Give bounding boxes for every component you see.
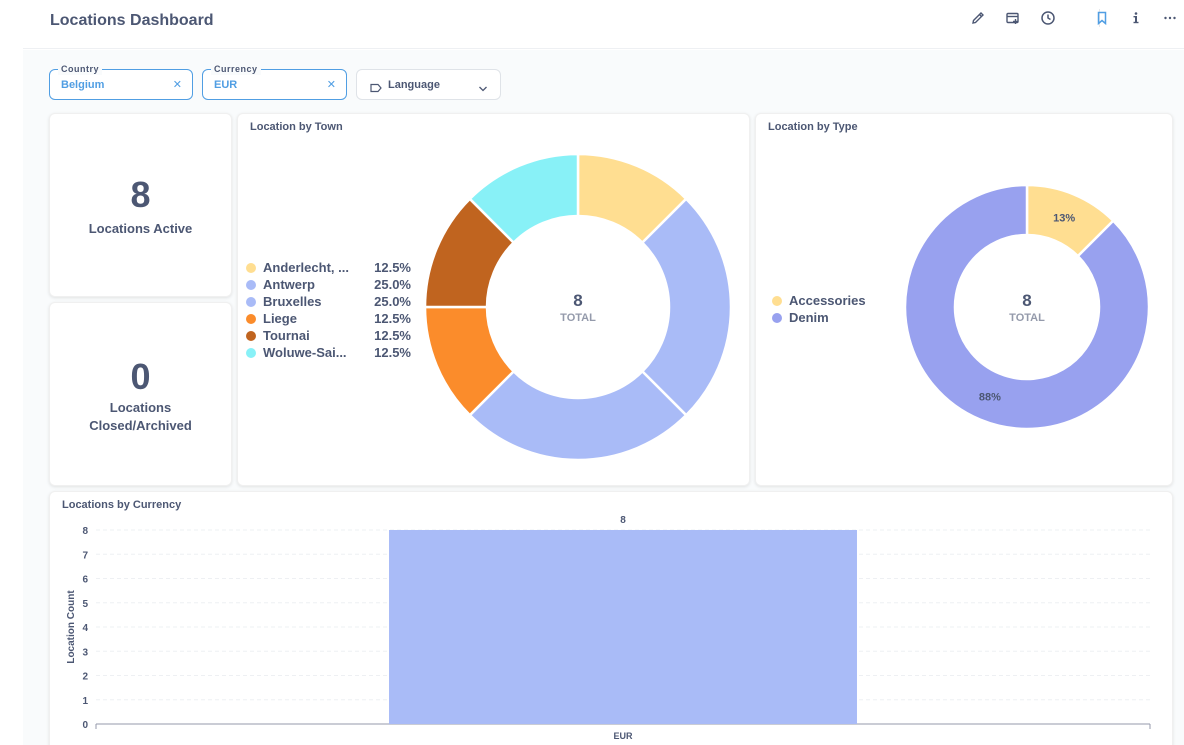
legend-item[interactable]: Denim [772,309,866,326]
legend-item[interactable]: Tournai 12.5% [246,327,411,344]
town-donut-chart [423,152,733,462]
currency-filter[interactable]: Currency EUR ✕ [202,63,347,100]
legend-item[interactable]: Bruxelles 25.0% [246,293,411,310]
y-tick-label: 0 [82,720,88,731]
country-filter[interactable]: Country Belgium ✕ [49,63,193,100]
legend-item[interactable]: Woluwe-Sai... 12.5% [246,344,411,361]
y-axis-label: Location Count [66,590,77,664]
y-tick-label: 3 [82,647,88,658]
tag-icon [370,80,382,98]
country-clear-icon[interactable]: ✕ [172,79,182,91]
y-tick-label: 8 [82,526,88,537]
page-title: Locations Dashboard [50,12,214,29]
location-by-type-card[interactable]: Location by Type Accessories Denim 13% 88%… [755,113,1173,486]
info-icon[interactable] [1126,8,1146,28]
legend-percent: 25.0% [374,277,411,292]
dashboard-header: Locations Dashboard [23,0,1184,49]
locations-closed-value: 0 [130,356,151,397]
currency-filter-label: Currency [211,63,261,75]
legend-dot [246,330,256,341]
type-legend: Accessories Denim [772,292,866,326]
donut-slice-2[interactable] [468,369,688,462]
locations-closed-label-line1: Locations [109,400,172,415]
currency-clear-icon[interactable]: ✕ [326,79,336,91]
language-filter[interactable]: Language [356,69,501,100]
legend-percent: 12.5% [374,345,411,360]
country-filter-label: Country [58,63,102,75]
chevron-down-icon [478,80,488,98]
legend-item[interactable]: Antwerp 25.0% [246,276,411,293]
slice-label: 88% [979,392,1001,404]
header-divider [1099,9,1100,27]
locations-active-card[interactable]: 8 Locations Active [49,113,232,297]
town-center-value: 8 [573,291,583,310]
legend-dot [246,262,256,273]
legend-item[interactable]: Liege 12.5% [246,310,411,327]
left-strip [0,0,23,745]
locations-by-currency-card[interactable]: Locations by Currency 0 1 2 3 4 5 6 7 8 Location … [49,491,1173,745]
legend-dot [772,312,782,323]
donut-slice-1[interactable] [640,197,733,417]
locations-closed-label-line2: Closed/Archived [89,418,192,433]
location-by-town-card[interactable]: Location by Town Anderlecht, ... 12.5% Ant… [237,113,750,486]
history-icon[interactable] [1038,8,1058,28]
town-card-title: Location by Town [250,121,343,133]
legend-dot [246,347,256,358]
type-center-value: 8 [1022,291,1032,310]
type-donut-chart: 13% 88% [903,183,1151,431]
legend-percent: 12.5% [374,311,411,326]
y-tick-label: 4 [82,623,88,634]
locations-active-label: Locations Active [88,221,193,236]
town-center-label: TOTAL [560,312,596,324]
legend-dot [772,295,782,306]
bookmark-icon[interactable] [1092,8,1112,28]
y-tick-label: 1 [82,696,88,707]
x-tick-label: EUR [613,731,633,741]
subscription-icon[interactable] [1003,8,1023,28]
donut-slice-5[interactable] [468,152,580,245]
bar-data-label: 8 [620,515,626,526]
currency-bar-chart: 0 1 2 3 4 5 6 7 8 Location Count 8 EUR [66,515,1151,741]
country-filter-value: Belgium [61,79,105,91]
bar-EUR[interactable] [389,530,857,724]
legend-dot [246,313,256,324]
language-filter-placeholder: Language [388,79,440,91]
y-tick-label: 5 [82,599,88,610]
type-center-label: TOTAL [1009,312,1045,324]
y-tick-label: 2 [82,672,88,683]
legend-dot [246,279,256,290]
pencil-icon[interactable] [968,8,988,28]
slice-label: 13% [1053,212,1075,224]
legend-item[interactable]: Accessories [772,292,866,309]
currency-card-title: Locations by Currency [62,499,182,511]
legend-item[interactable]: Anderlecht, ... 12.5% [246,259,411,276]
legend-percent: 25.0% [374,294,411,309]
legend-percent: 12.5% [374,260,411,275]
locations-closed-card[interactable]: 0 Locations Closed/Archived [49,302,232,486]
locations-active-value: 8 [130,174,151,215]
more-icon[interactable] [1160,8,1180,28]
y-tick-label: 6 [82,575,88,586]
type-card-title: Location by Type [768,121,858,133]
donut-slice-1[interactable] [903,183,1151,431]
town-legend: Anderlecht, ... 12.5% Antwerp 25.0% Bruxelle… [246,259,411,361]
currency-filter-value: EUR [214,79,238,91]
y-tick-label: 7 [82,550,88,561]
legend-dot [246,296,256,307]
legend-percent: 12.5% [374,328,411,343]
